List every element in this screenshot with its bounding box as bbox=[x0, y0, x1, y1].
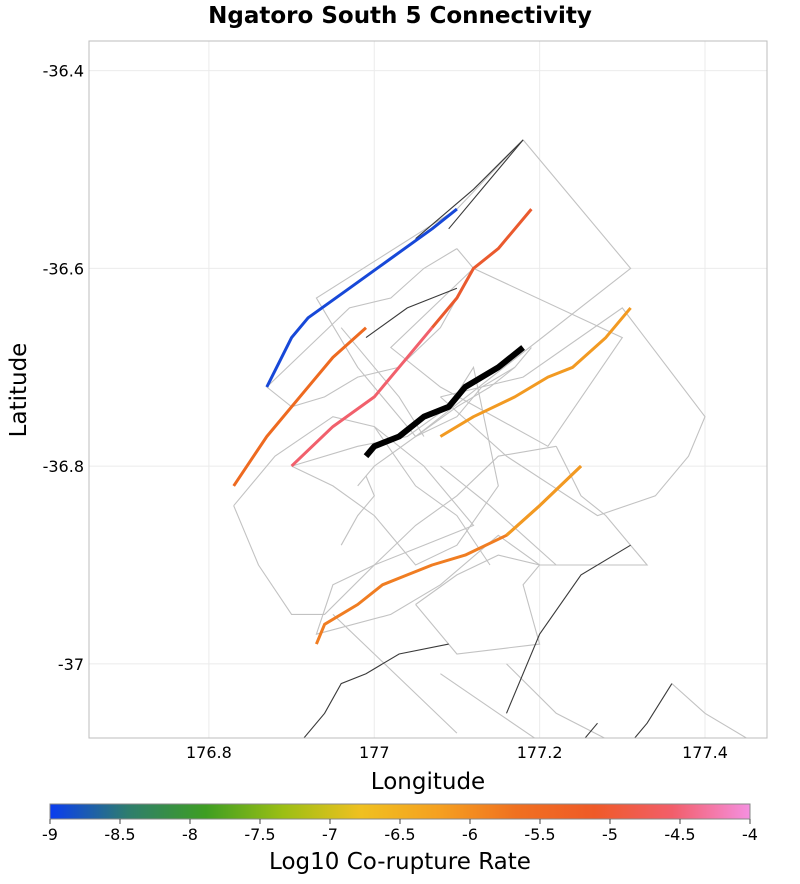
colorbar-tick-label: -5 bbox=[602, 825, 618, 844]
fault-outline bbox=[233, 416, 475, 615]
y-axis-label: Latitude bbox=[6, 343, 32, 438]
x-tick-label: 177.4 bbox=[682, 743, 728, 762]
colorbar-tick-label: -8.5 bbox=[104, 825, 135, 844]
x-tick-label: 176.8 bbox=[186, 743, 232, 762]
fault-trace bbox=[633, 683, 673, 738]
fault-outline bbox=[506, 663, 606, 738]
fault-outline bbox=[315, 445, 649, 635]
fault-outline bbox=[440, 465, 557, 566]
trace-orange-south bbox=[315, 465, 583, 645]
fault-outline-layer bbox=[233, 139, 748, 738]
trace-orange-west bbox=[232, 326, 368, 487]
x-axis-label: Longitude bbox=[371, 769, 485, 795]
colorbar-tick-label: -7.5 bbox=[244, 825, 275, 844]
colorbar bbox=[49, 803, 751, 820]
grid-layer bbox=[89, 41, 767, 738]
fault-trace bbox=[448, 139, 524, 230]
trace-orange-south-end bbox=[505, 465, 583, 537]
fault-outline bbox=[440, 307, 706, 517]
trace-orange-mid bbox=[439, 306, 632, 438]
fault-outline bbox=[440, 673, 536, 738]
fault-trace bbox=[303, 643, 449, 738]
fault-trace bbox=[584, 722, 598, 738]
fault-outline bbox=[315, 139, 632, 438]
colorbar-tick-label: -4.5 bbox=[664, 825, 695, 844]
trace-pink bbox=[290, 326, 434, 468]
colorbar-tick-label: -7 bbox=[322, 825, 338, 844]
x-tick-label: 177 bbox=[359, 743, 390, 762]
colorbar-label: Log10 Co-rupture Rate bbox=[269, 849, 531, 875]
plot-frame bbox=[88, 40, 768, 739]
trace-blue bbox=[265, 207, 458, 388]
trace-red bbox=[430, 208, 533, 329]
colorbar-tick-label: -9 bbox=[42, 825, 58, 844]
y-tick-label: -36.4 bbox=[43, 62, 84, 81]
fault-trace bbox=[505, 544, 631, 714]
corupture-trace-layer bbox=[232, 207, 632, 645]
colorbar-tick-label: -6 bbox=[462, 825, 478, 844]
fault-outline bbox=[373, 426, 491, 566]
trace-target-black bbox=[363, 345, 525, 459]
y-tick-label: -36.6 bbox=[43, 259, 84, 278]
colorbar-tick-labels: -9 -8.5 -8 -7.5 -7 -6.5 -6 -5.5 -5 -4.5 -4 bbox=[42, 819, 758, 844]
fault-trace-layer bbox=[303, 139, 673, 738]
fault-outline bbox=[332, 614, 458, 734]
fault-outline bbox=[415, 347, 532, 437]
fault-trace bbox=[365, 287, 458, 339]
fault-outline bbox=[671, 683, 748, 738]
fault-outline bbox=[340, 327, 425, 437]
fault-outline bbox=[340, 475, 375, 546]
chart-title: Ngatoro South 5 Connectivity bbox=[208, 3, 592, 29]
colorbar-tick-label: -5.5 bbox=[524, 825, 555, 844]
y-tick-label: -37 bbox=[58, 655, 84, 674]
colorbar-tick-label: -6.5 bbox=[384, 825, 415, 844]
fault-outline bbox=[415, 554, 541, 655]
fault-trace bbox=[415, 139, 524, 240]
colorbar-tick-label: -8 bbox=[182, 825, 198, 844]
fault-outline bbox=[389, 267, 624, 448]
colorbar-tick-label: -4 bbox=[742, 825, 758, 844]
y-tick-labels: -36.4 -36.6 -36.8 -37 bbox=[43, 62, 84, 674]
fault-outline bbox=[357, 366, 516, 487]
x-tick-labels: 176.8 177 177.2 177.4 bbox=[186, 743, 728, 762]
y-tick-label: -36.8 bbox=[43, 457, 84, 476]
x-tick-label: 177.2 bbox=[517, 743, 563, 762]
